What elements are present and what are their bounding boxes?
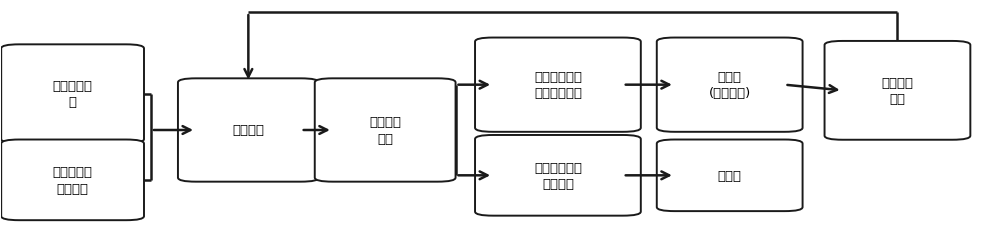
Text: 小于当前阶段
剩余时间: 小于当前阶段 剩余时间 — [534, 161, 582, 190]
FancyBboxPatch shape — [657, 38, 803, 132]
FancyBboxPatch shape — [657, 140, 803, 211]
FancyBboxPatch shape — [475, 38, 641, 132]
Text: 温升所需
时间: 温升所需 时间 — [369, 116, 401, 145]
Text: 温升数据: 温升数据 — [232, 124, 264, 137]
Text: 预调节
(阀门全开): 预调节 (阀门全开) — [709, 71, 751, 100]
FancyBboxPatch shape — [1, 45, 144, 143]
FancyBboxPatch shape — [178, 79, 319, 182]
FancyBboxPatch shape — [315, 79, 456, 182]
FancyBboxPatch shape — [1, 140, 144, 220]
Text: 下一阶段温
度设定值: 下一阶段温 度设定值 — [53, 165, 93, 195]
FancyBboxPatch shape — [475, 135, 641, 216]
FancyBboxPatch shape — [825, 42, 970, 140]
Text: 当前室内温
度: 当前室内温 度 — [53, 80, 93, 109]
Text: 提前开始
温升: 提前开始 温升 — [881, 76, 913, 106]
Text: 无动作: 无动作 — [718, 169, 742, 182]
Text: 大于等于当前
阶段剩余时间: 大于等于当前 阶段剩余时间 — [534, 71, 582, 100]
